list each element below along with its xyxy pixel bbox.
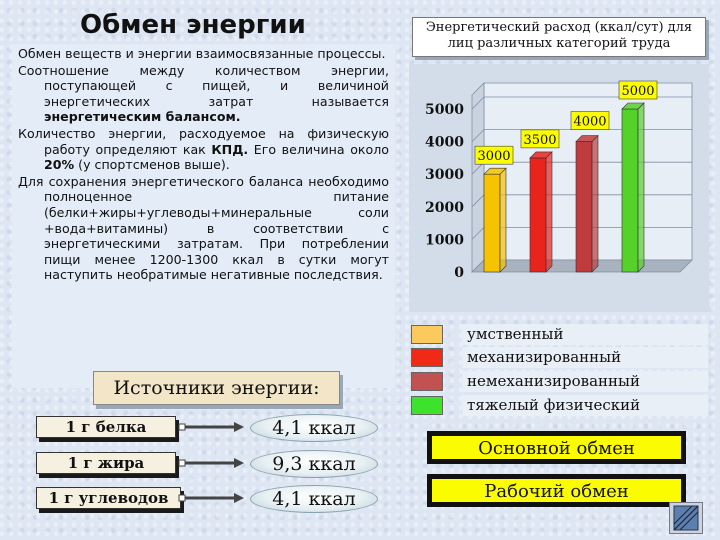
text-panel: Обмен веществ и энергии взаимосвязанные …: [12, 44, 395, 388]
arrow-right-icon: [178, 493, 244, 503]
navigation-button[interactable]: [669, 502, 703, 534]
y-tick-label: 5000: [425, 102, 464, 118]
bar-side: [591, 134, 599, 273]
chart-title: Энергетический расход (ккал/сут) для лиц…: [412, 17, 706, 57]
bar-side: [545, 151, 553, 273]
bar: [529, 157, 547, 273]
data-label: 3500: [523, 133, 556, 148]
data-label: 5000: [621, 84, 654, 99]
bold-text: 20%: [44, 157, 75, 173]
legend-label-mechanized: механизированный: [462, 347, 708, 368]
gridline: [471, 129, 485, 142]
y-tick-label: 4000: [425, 135, 464, 151]
paragraph: Количество энергии, расходуемое на физич…: [18, 126, 389, 173]
page-title: Обмен энергии: [80, 10, 306, 40]
data-label-box: [570, 111, 610, 130]
bar-top: [529, 151, 553, 159]
text-run: Его величина около: [248, 141, 389, 157]
bar-top: [575, 135, 599, 142]
legend-swatch-heavy: [411, 396, 443, 415]
text-run: Соотношение между количеством энергии, п…: [18, 62, 389, 109]
bold-text: энергетическим балансом.: [44, 109, 241, 125]
source-label-protein: 1 г белка: [36, 416, 176, 438]
gridline: [471, 194, 485, 208]
paragraph: Обмен веществ и энергии взаимосвязанные …: [18, 46, 389, 62]
gridline: [471, 227, 485, 240]
bar-side: [637, 102, 645, 273]
working-metabolism-label: Рабочий обмен: [431, 478, 682, 503]
text-run: Количество энергии, расходуемое на физич…: [18, 125, 389, 157]
legend-swatch-mechanized: [411, 348, 443, 367]
source-value-fat: 9,3 ккал: [250, 450, 378, 478]
paragraph: Соотношение между количеством энергии, п…: [18, 63, 389, 125]
energy-sources-heading: Источники энергии:: [93, 371, 340, 405]
y-tick-label: 1000: [425, 232, 464, 248]
source-value-protein: 4,1 ккал: [250, 414, 378, 442]
legend-label-nonmechanized: немеханизированный: [462, 371, 708, 392]
chart-panel: 0 1000 2000 3000 4000 5000 3000 3500 4000 5000: [409, 64, 709, 312]
y-tick-label: 2000: [425, 200, 464, 216]
bold-text: КПД.: [211, 141, 249, 157]
working-metabolism-button[interactable]: Рабочий обмен: [427, 474, 686, 507]
text-run: Для сохранения энергетического баланса н…: [18, 173, 389, 283]
source-label-fat: 1 г жира: [36, 452, 176, 474]
bar: [621, 108, 639, 273]
paragraph: Для сохранения энергетического баланса н…: [18, 174, 389, 283]
bar-side: [499, 167, 507, 273]
y-tick-label: 3000: [425, 167, 464, 183]
y-tick-label: 0: [454, 265, 464, 281]
data-label: 3000: [477, 149, 510, 164]
chart-side-wall: [471, 82, 485, 273]
source-value-carbs: 4,1 ккал: [250, 485, 378, 513]
legend-label-mental: умственный: [462, 324, 708, 345]
text-run: Обмен веществ и энергии взаимосвязанные …: [18, 46, 386, 61]
data-label-box: [474, 145, 514, 165]
legend-swatch-nonmechanized: [411, 372, 443, 391]
arrow-right-icon: [178, 458, 244, 468]
text-run: (у спортсменов выше).: [74, 157, 230, 173]
arrow-right-icon: [178, 422, 244, 432]
bar: [575, 141, 593, 273]
source-label-carbs: 1 г углеводов: [36, 487, 181, 509]
bar-top: [621, 102, 645, 110]
legend-swatch-mental: [411, 325, 443, 344]
gridline: [471, 96, 485, 110]
data-label-box: [520, 129, 560, 149]
grid-icon: [673, 505, 699, 531]
data-label-box: [618, 80, 658, 100]
bar-top: [483, 167, 507, 175]
bar: [483, 173, 501, 273]
data-label: 4000: [573, 115, 606, 130]
legend-label-heavy: тяжелый физический: [462, 395, 708, 416]
basal-metabolism-label: Основной обмен: [431, 435, 682, 460]
bar-chart: 0 1000 2000 3000 4000 5000 3000 3500 4000 5000: [425, 80, 693, 281]
basal-metabolism-button[interactable]: Основной обмен: [427, 431, 686, 464]
